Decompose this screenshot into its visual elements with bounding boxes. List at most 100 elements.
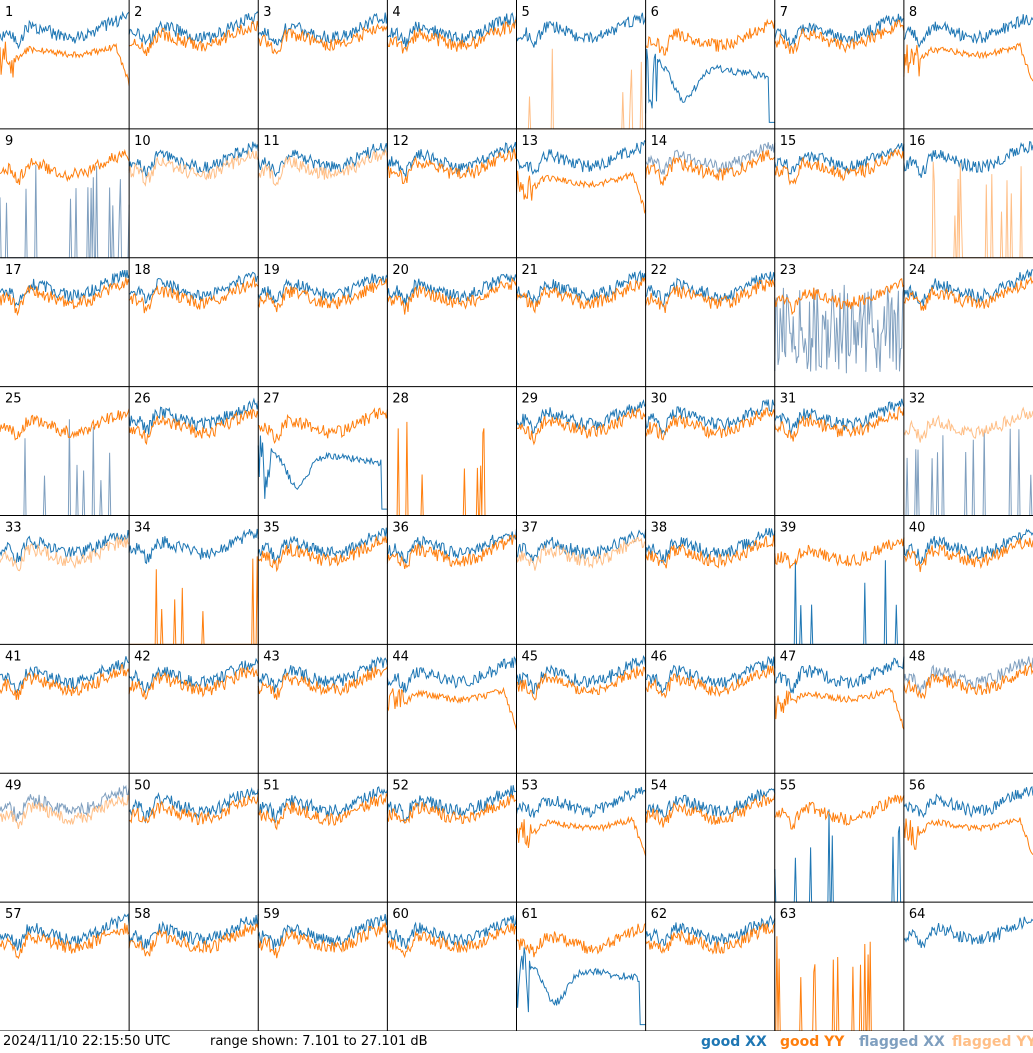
panel-7-xx-line — [774, 13, 904, 47]
panel-25-label: 25 — [5, 392, 22, 407]
panel-16-xx-line — [903, 141, 1033, 178]
panel-11-yy-line — [257, 147, 388, 187]
panel-17-yy-line — [0, 277, 130, 317]
panel-56: 56 — [903, 778, 1033, 856]
panel-27-xx-line — [257, 435, 388, 510]
panel-19-yy-line — [257, 278, 388, 313]
panel-52-label: 52 — [392, 778, 409, 793]
panel-34-xx-line — [128, 528, 259, 565]
panel-36-xx-line — [386, 528, 517, 565]
panel-32-xx-line — [903, 428, 1033, 516]
panel-23-xx-line — [774, 284, 905, 374]
panel-23-label: 23 — [780, 263, 797, 278]
panel-36-yy-line — [386, 534, 517, 570]
panel-42-xx-line — [128, 657, 259, 694]
panel-48-xx-line — [903, 656, 1033, 694]
panel-63-label: 63 — [780, 907, 797, 922]
panel-46-label: 46 — [651, 649, 668, 664]
panel-11-xx-line — [257, 142, 388, 178]
panel-26-xx-line — [128, 397, 259, 435]
panel-59: 59 — [257, 907, 388, 959]
panel-21: 21 — [516, 263, 647, 314]
panel-36: 36 — [386, 521, 517, 570]
legend-flagged-xx: flagged XX — [859, 1034, 945, 1050]
panel-50-xx-line — [128, 787, 259, 824]
panel-32: 32 — [903, 392, 1033, 516]
panel-59-yy-line — [257, 922, 388, 959]
panel-47-label: 47 — [780, 649, 797, 664]
panel-18-label: 18 — [134, 263, 151, 278]
panel-50: 50 — [128, 778, 259, 826]
panel-45: 45 — [516, 649, 647, 701]
panel-45-xx-line — [516, 655, 647, 695]
panel-4-yy-line — [386, 19, 517, 54]
panel-43-xx-line — [257, 656, 388, 693]
panel-62-yy-line — [645, 922, 776, 955]
panel-6-xx-line — [645, 48, 775, 123]
panel-4: 4 — [386, 5, 517, 54]
panel-42-label: 42 — [134, 649, 151, 664]
panel-49-xx-line — [0, 784, 130, 823]
panel-40-yy-line — [903, 537, 1033, 573]
panel-54-label: 54 — [651, 778, 668, 793]
panel-47-yy-line — [774, 687, 905, 730]
panel-61-xx-line — [516, 947, 646, 1026]
panel-64-xx-line — [903, 916, 1033, 949]
panel-20-label: 20 — [392, 263, 409, 278]
panel-59-xx-line — [257, 913, 388, 950]
panel-16: 16 — [903, 134, 1033, 259]
panel-31-yy-line — [774, 405, 905, 442]
panel-17-xx-line — [0, 270, 130, 307]
legend-good-xx: good XX — [701, 1034, 767, 1050]
panel-34: 34 — [128, 521, 259, 645]
panel-52-xx-line — [386, 785, 517, 823]
panel-28: 28 — [387, 392, 517, 516]
panel-12-label: 12 — [392, 134, 409, 149]
panel-11-label: 11 — [263, 134, 280, 149]
panel-58-xx-line — [128, 913, 259, 949]
panel-41-yy-line — [0, 664, 130, 701]
panel-43-yy-line — [257, 666, 388, 700]
panel-20-yy-line — [386, 276, 517, 315]
panel-41-label: 41 — [5, 649, 22, 664]
panel-44-yy-line — [386, 686, 517, 731]
panel-46-yy-line — [645, 665, 776, 699]
panel-56-yy-line — [903, 817, 1033, 856]
panel-45-yy-line — [516, 666, 647, 701]
panel-46: 46 — [645, 649, 776, 699]
panel-56-xx-line — [903, 785, 1033, 819]
panel-60: 60 — [386, 907, 517, 959]
panel-12: 12 — [386, 134, 517, 185]
panel-28-label: 28 — [392, 392, 409, 407]
panel-33-yy-line — [0, 535, 130, 572]
panel-49: 49 — [0, 778, 130, 829]
panel-10-label: 10 — [134, 134, 151, 149]
panel-26: 26 — [128, 392, 259, 446]
panel-24: 24 — [903, 263, 1033, 311]
panel-26-yy-line — [128, 408, 259, 446]
panel-10-yy-line — [128, 150, 259, 187]
panel-7: 7 — [774, 5, 905, 54]
panel-35: 35 — [257, 521, 388, 573]
panel-2: 2 — [128, 5, 259, 56]
panel-2-label: 2 — [134, 5, 142, 20]
panel-37-yy-line — [516, 536, 646, 571]
panel-45-label: 45 — [522, 649, 539, 664]
panel-44: 44 — [386, 649, 517, 731]
panel-51-label: 51 — [263, 778, 280, 793]
panel-49-yy-line — [0, 795, 130, 829]
panel-48: 48 — [903, 649, 1033, 700]
panel-61: 61 — [516, 907, 646, 1026]
panel-30-xx-line — [645, 399, 776, 436]
panel-21-xx-line — [516, 269, 647, 304]
panel-31-xx-line — [774, 398, 905, 436]
panel-59-label: 59 — [263, 907, 280, 922]
panel-7-label: 7 — [780, 5, 788, 20]
panel-15-yy-line — [774, 148, 905, 186]
panel-57: 57 — [0, 907, 130, 960]
panel-3: 3 — [257, 5, 388, 55]
panel-9-label: 9 — [5, 134, 13, 149]
range-text: range shown: 7.101 to 27.101 dB — [210, 1034, 428, 1049]
panel-44-xx-line — [386, 655, 517, 694]
